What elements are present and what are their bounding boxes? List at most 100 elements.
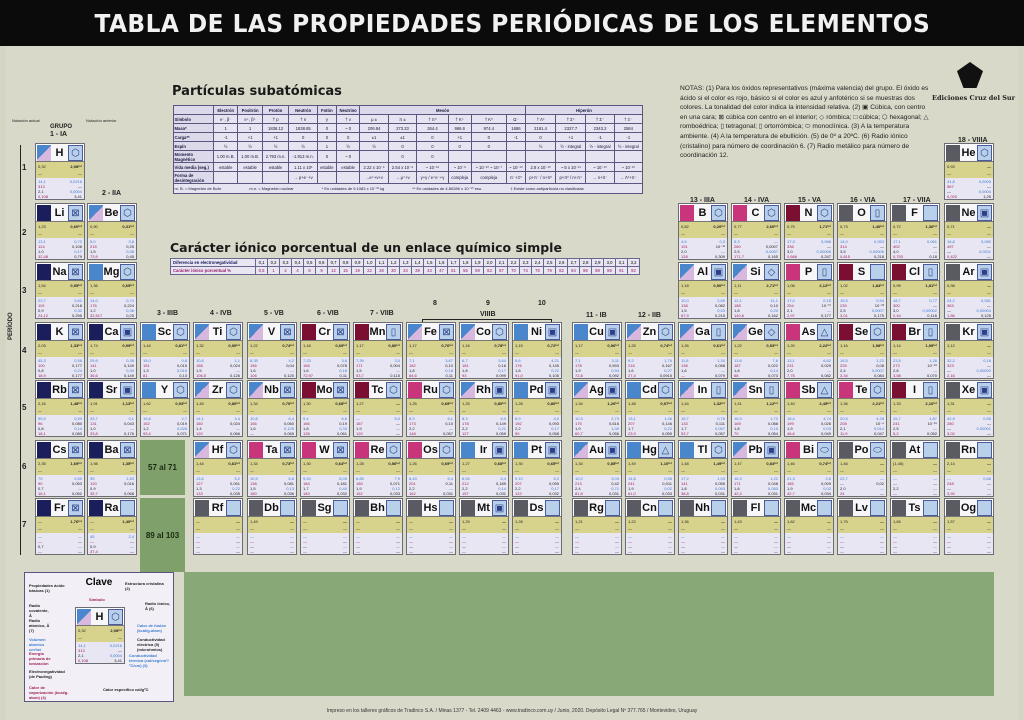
- element-tile-fe[interactable]: Fe ⊠ 1,17 0,76⁽⁶⁾ — — 7,1 3,67 182 0,10 1,8 0…: [406, 322, 456, 379]
- element-tile-ni[interactable]: Ni ▣ 1,15 0,72⁽⁶⁾ — — 6,6 4,21 176 0,145 1,8…: [512, 322, 562, 379]
- element-tile-fr[interactable]: Fr ⊠ —1,76⁽⁶⁾ — — — — — — 0,7— — —: [35, 498, 85, 555]
- element-tile-ba[interactable]: Ba ⊠ 1,98 1,35⁽⁶⁾ — — 39 1,83 120 0,016 0,9—…: [87, 440, 137, 497]
- element-tile-pd[interactable]: Pd ▣ 1,28 0,80⁽⁶⁾ — — 8,9 4,0 192 0,093 2,2 0…: [512, 380, 562, 437]
- element-tile-i[interactable]: I ▯ 1,33 2,16⁽⁶⁾ — — 25,7 1,87 241 10⁻¹⁵ 2,5…: [890, 380, 940, 437]
- element-tile-hf[interactable]: Hf ⬡ 1,44 0,81⁽⁶⁾ — — 13,6 5,2 127 0,051 1,3…: [193, 440, 243, 497]
- element-tile-cn[interactable]: Cn 1,22— — — — — — — — — — —: [625, 498, 675, 555]
- cell: ½: [261, 141, 290, 151]
- element-tile-rg[interactable]: Rg 1,21— — — — — — — — — — —: [572, 498, 622, 555]
- ionization-energy: 127: [196, 481, 203, 486]
- element-tile-b[interactable]: B ⬡ 0,82 0,20⁽⁶⁾ — — 4,6 0,3 191 10⁻¹² 2,0— …: [678, 203, 728, 260]
- element-tile-ga[interactable]: Ga ▯ 1,26 0,61⁽⁶⁾ — — 11,8 1,34 138 0,058 1,…: [678, 322, 728, 379]
- element-tile-ti[interactable]: Ti ⬡ 1,32 0,90⁽⁶⁾ — — 10,6 1,1 158 0,024 1,5…: [193, 322, 243, 379]
- element-tile-re[interactable]: Re ⬡ 1,28 0,56⁽⁶⁾ — — 8,85 7,9 180 0,071 1,9…: [353, 440, 403, 497]
- atomic-volume: 14,1: [196, 416, 204, 421]
- element-tile-tc[interactable]: Tc ⬡ 1,27— — — —5,0 167— 1,9— 120—: [353, 380, 403, 437]
- element-tile-na[interactable]: Na ⊠ 1,54 0,95⁽⁶⁾ — — 23,7 0,62 119 0,218 0,…: [35, 262, 85, 319]
- element-tile-te[interactable]: Te ⬡ 1,36 2,21⁽⁶⁾ — — 20,5 4,28 208 10⁻⁴ 2,1…: [837, 380, 887, 437]
- element-tile-p[interactable]: P ▯ 1,06 2,12⁽⁶⁾ — — 17,0 0,15 254 10⁻¹⁷ 2,1…: [784, 262, 834, 319]
- element-tile-o[interactable]: O ▯ 0,73 1,40⁽⁶⁾ — — 14,0 0,053 314— 3,5 0,0…: [837, 203, 887, 260]
- element-tile-h[interactable]: H ⬡ 0,32 2,08⁽⁶⁾ — — 14,1 0,0216 313— 2,1 0,…: [35, 143, 85, 200]
- element-tile-rh[interactable]: Rh ▣ 1,25 0,80⁽⁶⁾ — — 8,3 6,0 178 0,149 2,2 0…: [459, 380, 509, 437]
- element-tile-se[interactable]: Se ⬡ 1,16 1,98⁽⁶⁾ — — 16,5 1,22 225 0,08 2,4…: [837, 322, 887, 379]
- element-tile-po[interactable]: Po ⬭ 1,46— — — 22,7— —0,02 2,0— 24—: [837, 440, 887, 497]
- heat-of-vaporization: 42,4: [734, 491, 742, 496]
- element-tile-sg[interactable]: Sg — — — — — — — — — — — —: [300, 498, 350, 555]
- element-tile-pb[interactable]: Pb ▣ 1,47 0,84⁽⁶⁾ — — 18,3 1,22 171 0,048 1,…: [731, 440, 781, 497]
- lanthanide-slot[interactable]: 57 al 71: [140, 440, 185, 495]
- element-tile-mg[interactable]: Mg ⬡ 1,36 0,65⁽⁶⁾ — — 14,0 0,74 176 0,224 1,…: [87, 262, 137, 319]
- element-tile-ta[interactable]: Ta ⊠ 1,34 0,73⁽⁶⁾ — — 10,9 6,8 138 0,081 1,5…: [247, 440, 297, 497]
- element-tile-bh[interactable]: Bh — — — — — — — — — — — —: [353, 498, 403, 555]
- element-tile-cu[interactable]: Cu ▣ 1,17 0,96⁽⁶⁾ — — 7,1 3,11 178 0,593 1,9…: [572, 322, 622, 379]
- element-tile-rf[interactable]: Rf — — — — — — — — — — — —: [193, 498, 243, 555]
- element-tile-v[interactable]: V ⊠ 1,22 0,74⁽⁶⁾ — — 8,35 4,2 156 0,04 1,6— …: [247, 322, 297, 379]
- element-tile-mn[interactable]: Mn ▯ 1,17 0,80⁽⁶⁾ — — 7,39 3,0 171 0,004 1,5…: [353, 322, 403, 379]
- covalent-radius: 0,82: [681, 224, 689, 229]
- element-tile-k[interactable]: K ⊠ 2,03 1,33⁽⁶⁾ — — 45,3 0,58 100 0,177 0,8…: [35, 322, 85, 379]
- element-tile-w[interactable]: W ⊠ 1,30 0,64⁽⁶⁾ — — 9,53 8,05 184 0,181 1,7…: [300, 440, 350, 497]
- element-tile-si[interactable]: Si ◇ 1,11 2,71⁽⁶⁾ — — 12,1 11,1 188 0,10 1,8…: [731, 262, 781, 319]
- element-tile-ds[interactable]: Ds 1,28— — — — — — — — — — —: [512, 498, 562, 555]
- element-tile-rb[interactable]: Rb ⊠ 2,16 1,48⁽⁶⁾ — — 55,9 0,53 96 0,080 0,8…: [35, 380, 85, 437]
- element-tile-zr[interactable]: Zr ⬡ 1,45 0,80⁽⁶⁾ — — 14,1 4,4 160 0,024 1,4…: [193, 380, 243, 437]
- element-tile-he[interactable]: He ⬡ 0,93— — — 31,8 0,0005 567— —0,0004 0,…: [944, 143, 994, 200]
- ionic-radius: 0,81⁽⁶⁾: [228, 461, 240, 466]
- element-tile-xe[interactable]: Xe ▣ 1,31— — — 42,9 0,55 280— —0,00001 3,0…: [944, 380, 994, 437]
- element-tile-zn[interactable]: Zn ⬡ 1,25 0,74⁽⁶⁾ — — 9,2 1,76 216 0,167 1,6…: [625, 322, 675, 379]
- element-tile-nh[interactable]: Nh 1,36— — — — — — — — — — —: [678, 498, 728, 555]
- element-tile-ca[interactable]: Ca ▣ 1,74 0,99⁽⁶⁾ — — 29,9 0,38 141 0,149 1,…: [87, 322, 137, 379]
- element-tile-nb[interactable]: Nb ⊠ 1,34 0,70⁽⁶⁾ — — 10,8 6,4 156 0,060 1,6…: [247, 380, 297, 437]
- element-tile-hs[interactable]: Hs — — — — — — — — — — — —: [406, 498, 456, 555]
- element-tile-fl[interactable]: Fl 1,43— — — — — — — — — — —: [731, 498, 781, 555]
- element-tile-ts[interactable]: Ts 1,65— — — — — — — — — — —: [890, 498, 940, 555]
- element-symbol: Tl: [694, 441, 711, 458]
- element-tile-sc[interactable]: Sc ⬡ 1,44 0,81⁽⁶⁾ — — 15,0 0,8 151 0,015 1,3…: [140, 322, 190, 379]
- element-tile-sr[interactable]: Sr ▣ 1,91 1,13⁽⁶⁾ — — 33,7 0,1 131 0,043 1,0…: [87, 380, 137, 437]
- atomic-radius: —: [893, 231, 897, 236]
- element-tile-lv[interactable]: Lv 1,75— — — — — — — — — — —: [837, 498, 887, 555]
- element-tile-mc[interactable]: Mc 1,62— — — — — — — — — — —: [784, 498, 834, 555]
- element-tile-cs[interactable]: Cs ⊠ 2,35 1,69⁽⁶⁾ — — 70 0,50 90 0,053 0,7— …: [35, 440, 85, 497]
- element-tile-sb[interactable]: Sb △ 1,40 2,45⁽⁶⁾ — — 18,4 4,74 199 0,026 1,…: [784, 380, 834, 437]
- element-tile-al[interactable]: Al ▣ 1,18 0,50⁽⁶⁾ — — 10,0 2,65 138 0,082 1,…: [678, 262, 728, 319]
- element-tile-in[interactable]: In ▯ 1,44 1,32⁽⁶⁾ — — 15,7 0,78 133 0,111 1,…: [678, 380, 728, 437]
- element-tile-f[interactable]: F 0,72 1,36⁽⁶⁾ — — 17,1 0,061 402— 4,0— 0,7…: [890, 203, 940, 260]
- element-tile-n[interactable]: N ⬡ 0,75 1,71⁽⁶⁾ — — 17,3 0,066 336— 3,0 0,0…: [784, 203, 834, 260]
- element-tile-pt[interactable]: Pt ▣ 1,30 0,65⁽⁶⁾ — — 9,10 5,2 207 0,095 2,2…: [512, 440, 562, 497]
- element-tile-co[interactable]: Co ⬡ 1,16 0,78⁽⁶⁾ — — 6,7 3,64 181 0,16 1,8 0…: [459, 322, 509, 379]
- element-tile-ra[interactable]: Ra —1,40⁽⁶⁾ — — 45 2,4 — — 0,9— 37,4—: [87, 498, 137, 555]
- element-tile-rn[interactable]: Rn 2,14— — — —0,68 248— — — 3,92—: [944, 440, 994, 497]
- element-tile-mt[interactable]: Mt ▣ 1,29— — — — — — — — — — —: [459, 498, 509, 555]
- element-tile-og[interactable]: Og 1,57— — — — — — — — — — —: [944, 498, 994, 555]
- element-tile-os[interactable]: Os ⬡ 1,26 0,69⁽⁶⁾ — — 8,43 6,4 201 0,11 2,2—…: [406, 440, 456, 497]
- element-tile-au[interactable]: Au ▣ 1,34 0,85⁽⁶⁾ — — 10,2 3,03 213 0,42 2,4…: [572, 440, 622, 497]
- element-tile-y[interactable]: Y ⬡ 1,62 0,93⁽⁶⁾ — — 19,8 2,7 152 0,019 1,2 0…: [140, 380, 190, 437]
- element-tile-cr[interactable]: Cr ⊠ 1,18 0,69⁽⁶⁾ — — 7,23 3,6 156 0,078 1,6…: [300, 322, 350, 379]
- element-tile-s[interactable]: S 1,02 1,84⁽⁶⁾ — — 15,5 0,94 239 10⁻²³ 2,5 0,…: [837, 262, 887, 319]
- element-tile-be[interactable]: Be ⬡ 0,90 0,31⁽⁶⁾ — — 5,0 3,8 215 0,25 1,5 0,…: [87, 203, 137, 260]
- element-tile-db[interactable]: Db 1,49— — — — — — — — — — —: [247, 498, 297, 555]
- element-tile-ar[interactable]: Ar ▣ 0,98— — — 24,2 0,081 363— —0,00004 1,…: [944, 262, 994, 319]
- element-tile-ge[interactable]: Ge ◇ 1,22 0,53⁽⁶⁾ — — 13,6 7,6 187 0,022 1,8…: [731, 322, 781, 379]
- element-tile-cl[interactable]: Cl ▯ 0,99 1,81⁽⁶⁾ — — 18,7 0,77 300— 3,0 0,0…: [890, 262, 940, 319]
- element-tile-ir[interactable]: Ir ▣ 1,27 0,68⁽⁶⁾ — — 8,54 6,4 212 0,189 2,2…: [459, 440, 509, 497]
- element-tile-tl[interactable]: Tl ⬡ 1,48 1,49⁽⁶⁾ — — 17,2 1,03 141 0,055 1,…: [678, 440, 728, 497]
- element-tile-ag[interactable]: Ag ▣ 1,34 1,26⁽⁶⁾ — — 10,3 2,73 175 0,616 1,…: [572, 380, 622, 437]
- atomic-radius: —: [462, 526, 466, 531]
- element-tile-br[interactable]: Br ▯ 1,14 1,95⁽⁶⁾ — — 23,5 1,26 273 10⁻¹⁸ 2,…: [890, 322, 940, 379]
- element-tile-bi[interactable]: Bi ⬭ 1,46 0,74⁽⁶⁾ — — 21,3 2,6 185 0,009 1,9…: [784, 440, 834, 497]
- actinide-slot[interactable]: 89 al 103: [140, 498, 185, 572]
- element-tile-at[interactable]: At (1,45) — — — — — — — 2,2— — —: [890, 440, 940, 497]
- element-tile-li[interactable]: Li ⊠ 1,23 0,60⁽⁶⁾ — — 13,1 0,72 124 0,108 1,…: [35, 203, 85, 260]
- element-tile-c[interactable]: C ⬡ 0,77 2,60⁽⁶⁾ — — 5,3— 260 0,0007 2,5 0,0…: [731, 203, 781, 260]
- element-tile-hg[interactable]: Hg △ 1,49 1,10⁽⁶⁾ — — 14,8 0,56 241 0,011 1,…: [625, 440, 675, 497]
- element-tile-kr[interactable]: Kr ▣ 1,12— — — 32,2 0,16 323— —0,00002 2,1…: [944, 322, 994, 379]
- element-tile-ru[interactable]: Ru ⬡ 1,25 0,69⁽⁶⁾ — — 8,3 6,1 173 0,10 2,2— …: [406, 380, 456, 437]
- element-tile-cd[interactable]: Cd ⬡ 1,48 0,97⁽⁶⁾ — — 13,1 1,46 207 0,146 1,…: [625, 380, 675, 437]
- element-tile-as[interactable]: As △ 1,20 2,22⁽⁶⁾ — — 13,1 6,62 231 0,029 2,…: [784, 322, 834, 379]
- element-tile-mo[interactable]: Mo ⊠ 1,30 0,68⁽⁶⁾ — — 9,4 6,6 166 0,19 1,8 0,…: [300, 380, 350, 437]
- element-symbol: B: [694, 204, 711, 221]
- element-tile-ne[interactable]: Ne ▣ 0,71— — — 16,8 0,080 497— —0,0011 0,4…: [944, 203, 994, 260]
- element-tile-sn[interactable]: Sn ▯ 1,41 1,12⁽⁶⁾ — — 16,3 1,72 169 0,088 1,…: [731, 380, 781, 437]
